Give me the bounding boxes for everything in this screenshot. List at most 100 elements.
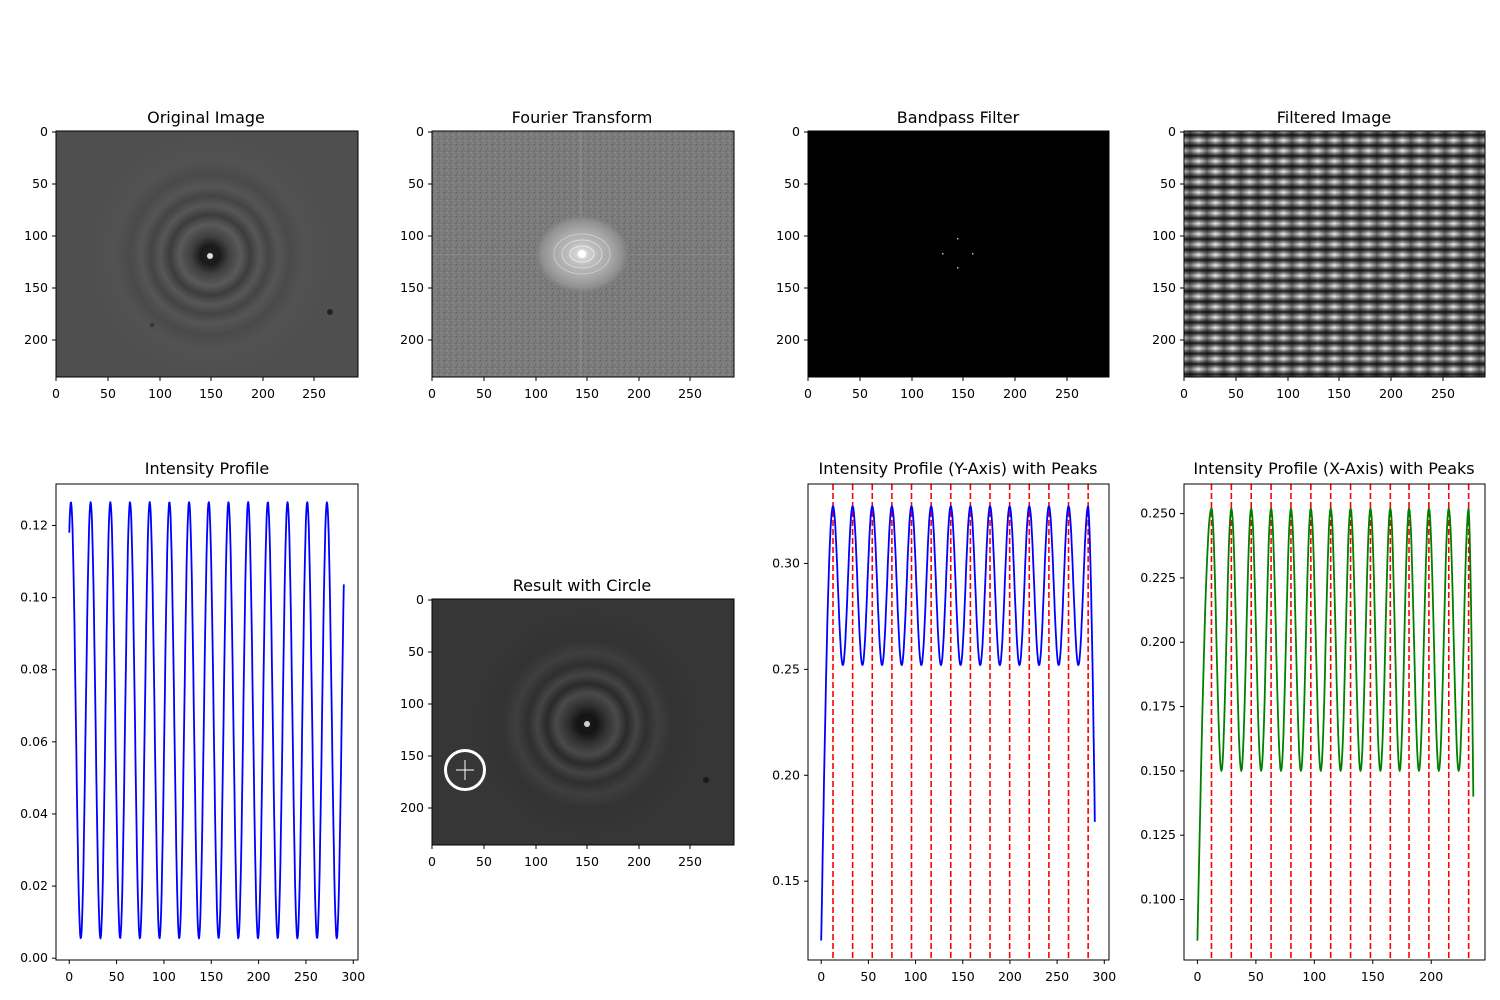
y-tick-label: 0.25	[772, 661, 800, 676]
x-axis-ticks: 0 50 100 150 200 250	[1180, 377, 1455, 401]
x-tick-label: 0	[817, 969, 825, 984]
x-tick-label: 100	[900, 386, 924, 401]
y-tick-label: 0.150	[1140, 763, 1176, 778]
y-axis-ticks: 0 50 100 150 200	[1152, 124, 1184, 347]
y-tick-label: 0	[416, 124, 424, 139]
y-tick-label: 0.100	[1140, 892, 1176, 907]
y-tick-label: 0.06	[20, 734, 48, 749]
detected-circle	[444, 749, 486, 791]
x-tick-label: 300	[341, 969, 365, 984]
panel-title: Bandpass Filter	[897, 108, 1020, 127]
y-tick-label: 100	[1152, 228, 1176, 243]
y-tick-label: 0.200	[1140, 634, 1176, 649]
x-tick-label: 150	[575, 386, 599, 401]
fourier-image	[432, 131, 734, 377]
y-tick-label: 0.175	[1140, 699, 1176, 714]
axes-frame	[807, 483, 1110, 961]
x-tick-label: 100	[904, 969, 928, 984]
y-tick-label: 0.30	[772, 555, 800, 570]
panel-title: Fourier Transform	[512, 108, 653, 127]
y-tick-label: 200	[400, 800, 424, 815]
y-tick-label: 50	[32, 176, 48, 191]
x-tick-label: 250	[678, 386, 702, 401]
y-tick-label: 150	[400, 748, 424, 763]
x-tick-label: 0	[1180, 386, 1188, 401]
original-image	[56, 131, 358, 377]
x-tick-label: 50	[476, 386, 492, 401]
x-tick-label: 150	[1327, 386, 1351, 401]
x-axis-ticks: 0 50 100 150 200 250	[804, 377, 1079, 401]
y-tick-label: 150	[1152, 280, 1176, 295]
x-tick-label: 50	[109, 969, 125, 984]
series-line	[1196, 507, 1475, 941]
y-tick-label: 100	[400, 228, 424, 243]
y-tick-label: 0	[416, 592, 424, 607]
x-tick-label: 0	[65, 969, 73, 984]
x-tick-label: 200	[251, 386, 275, 401]
y-tick-label: 0.15	[772, 873, 800, 888]
x-tick-label: 150	[575, 854, 599, 869]
y-tick-label: 150	[776, 280, 800, 295]
y-tick-label: 150	[24, 280, 48, 295]
panel-title: Original Image	[147, 108, 265, 127]
y-tick-label: 0.02	[20, 878, 48, 893]
x-tick-label: 50	[860, 969, 876, 984]
x-tick-label: 0	[804, 386, 812, 401]
x-tick-label: 100	[524, 386, 548, 401]
x-tick-label: 150	[951, 386, 975, 401]
y-tick-label: 100	[400, 696, 424, 711]
x-tick-label: 250	[1045, 969, 1069, 984]
series-line	[68, 501, 345, 940]
x-tick-label: 0	[1193, 969, 1201, 984]
y-tick-label: 0	[792, 124, 800, 139]
x-tick-label: 200	[247, 969, 271, 984]
x-tick-label: 50	[852, 386, 868, 401]
panel-original-image: Original Image 0 50 100 150 200 250 0 50…	[24, 108, 359, 401]
x-tick-label: 150	[951, 969, 975, 984]
panel-title: Result with Circle	[513, 576, 651, 595]
chart-intensity-profile-y-axis-peaks: Intensity Profile (Y-Axis) with Peaks 0 5…	[772, 459, 1116, 984]
panel-fourier-transform: Fourier Transform 0 50 100 150 200 250 0…	[400, 108, 735, 401]
axes-frame	[1183, 483, 1486, 961]
x-tick-label: 50	[100, 386, 116, 401]
chart-title: Intensity Profile (Y-Axis) with Peaks	[819, 459, 1098, 478]
y-tick-label: 0.225	[1140, 570, 1176, 585]
x-tick-label: 0	[428, 386, 436, 401]
y-tick-label: 0.125	[1140, 827, 1176, 842]
panel-title: Filtered Image	[1277, 108, 1391, 127]
y-axis-ticks: 0 50 100 150 200	[400, 124, 432, 347]
axes-frame	[55, 483, 359, 961]
y-tick-label: 200	[776, 332, 800, 347]
y-axis-ticks: 0 50 100 150 200	[776, 124, 808, 347]
x-axis-ticks: 0 50 100 150 200 250	[428, 377, 702, 401]
y-tick-label: 0.04	[20, 806, 48, 821]
x-tick-label: 250	[678, 854, 702, 869]
y-tick-label: 0.250	[1140, 506, 1176, 521]
y-tick-label: 50	[1160, 176, 1176, 191]
y-tick-label: 0.20	[772, 767, 800, 782]
x-tick-label: 150	[1361, 969, 1385, 984]
y-tick-label: 100	[24, 228, 48, 243]
x-tick-label: 250	[1055, 386, 1079, 401]
panel-filtered-image: Filtered Image 0 50 100 150 200 250 0 50…	[1152, 108, 1486, 401]
x-tick-label: 50	[476, 854, 492, 869]
x-tick-label: 50	[1228, 386, 1244, 401]
chart-intensity-profile: Intensity Profile 0 50 100 150 200 250 300 0.00…	[20, 459, 365, 984]
axis-ticks: 0 50 100 150 200 0.100 0.125 0.150 0.175 0.200 0.2…	[1140, 506, 1443, 984]
y-tick-label: 50	[784, 176, 800, 191]
x-tick-label: 250	[294, 969, 318, 984]
filtered-image	[1184, 131, 1485, 377]
x-tick-label: 200	[627, 854, 651, 869]
x-tick-label: 250	[1431, 386, 1455, 401]
y-tick-label: 200	[24, 332, 48, 347]
x-tick-label: 50	[1248, 969, 1264, 984]
y-tick-label: 200	[1152, 332, 1176, 347]
bandpass-image	[808, 131, 1109, 377]
x-axis-ticks: 0 50 100 150 200 250	[428, 845, 702, 869]
y-tick-label: 0.00	[20, 950, 48, 965]
x-tick-label: 200	[627, 386, 651, 401]
plot-area	[820, 484, 1096, 960]
series-line	[820, 505, 1096, 941]
y-tick-label: 0	[40, 124, 48, 139]
